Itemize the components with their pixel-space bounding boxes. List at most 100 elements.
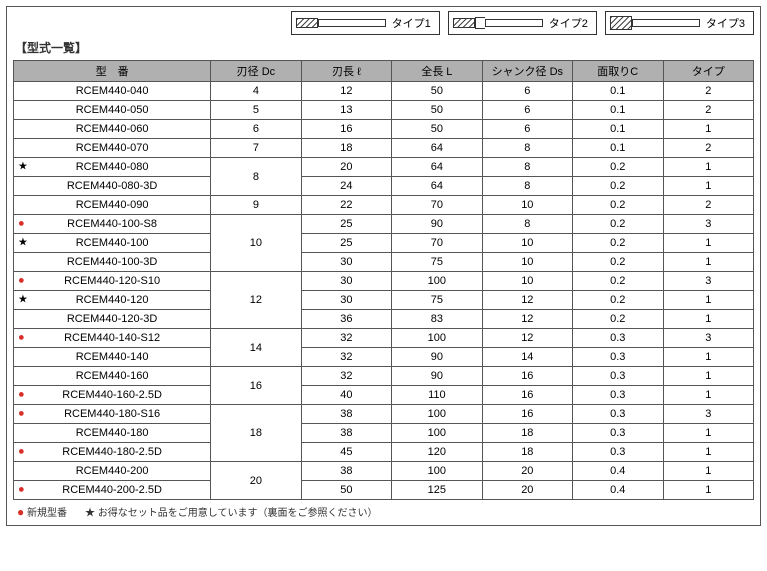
cell-ds: 20 (482, 462, 572, 481)
cell-model: ●RCEM440-200-2.5D (14, 481, 211, 500)
cell-c: 0.3 (573, 443, 663, 462)
cell-t: 2 (663, 196, 753, 215)
cell-L: 70 (392, 234, 482, 253)
cell-L: 90 (392, 348, 482, 367)
cell-l: 36 (301, 310, 391, 329)
cell-l: 32 (301, 348, 391, 367)
cell-t: 1 (663, 253, 753, 272)
cell-ds: 10 (482, 234, 572, 253)
cell-t: 2 (663, 82, 753, 101)
table-row: RCEM440-080-3D246480.21 (14, 177, 754, 196)
model-text: RCEM440-140 (76, 351, 149, 363)
type-draw-2 (453, 16, 543, 30)
cell-l: 40 (301, 386, 391, 405)
model-text: RCEM440-120-S10 (64, 275, 160, 287)
cell-ds: 18 (482, 443, 572, 462)
type-draw-3 (610, 16, 700, 30)
footnote-new: ● 新規型番 (17, 504, 67, 519)
cell-ds: 14 (482, 348, 572, 367)
cell-l: 20 (301, 158, 391, 177)
mark-star: ★ (18, 162, 28, 173)
cell-l: 30 (301, 253, 391, 272)
cell-L: 83 (392, 310, 482, 329)
cell-L: 100 (392, 424, 482, 443)
cell-l: 38 (301, 462, 391, 481)
cell-l: 12 (301, 82, 391, 101)
cell-model: ●RCEM440-100-S8 (14, 215, 211, 234)
cell-L: 100 (392, 462, 482, 481)
cell-l: 30 (301, 272, 391, 291)
table-head: 型 番 刃径 Dc 刃長 ℓ 全長 L シャンク径 Ds 面取りC タイプ (14, 61, 754, 82)
cell-L: 75 (392, 291, 482, 310)
footnote: ● 新規型番 ★ お得なセット品をご用意しています（裏面をご参照ください） (13, 504, 754, 519)
cell-c: 0.2 (573, 215, 663, 234)
cell-L: 125 (392, 481, 482, 500)
cell-model: RCEM440-120-3D (14, 310, 211, 329)
table-row: ●RCEM440-140-S121432100120.33 (14, 329, 754, 348)
cell-dc: 5 (211, 101, 301, 120)
cell-dc: 10 (211, 215, 301, 272)
cell-dc: 9 (211, 196, 301, 215)
table-row: ★RCEM440-1002570100.21 (14, 234, 754, 253)
mark-star: ★ (18, 238, 28, 249)
cell-c: 0.3 (573, 405, 663, 424)
table-row: RCEM440-18038100180.31 (14, 424, 754, 443)
th-c: 面取りC (573, 61, 663, 82)
footnote-set: ★ お得なセット品をご用意しています（裏面をご参照ください） (85, 504, 377, 519)
th-dc: 刃径 Dc (211, 61, 301, 82)
cell-c: 0.1 (573, 101, 663, 120)
cell-model: RCEM440-050 (14, 101, 211, 120)
cell-l: 38 (301, 424, 391, 443)
cell-dc: 7 (211, 139, 301, 158)
table-row: RCEM440-0606165060.11 (14, 120, 754, 139)
model-text: RCEM440-140-S12 (64, 332, 160, 344)
model-text: RCEM440-200-2.5D (62, 484, 162, 496)
table-row: ●RCEM440-100-S810259080.23 (14, 215, 754, 234)
cell-L: 70 (392, 196, 482, 215)
cell-L: 100 (392, 272, 482, 291)
table-row: RCEM440-1403290140.31 (14, 348, 754, 367)
cell-model: ●RCEM440-120-S10 (14, 272, 211, 291)
cell-l: 16 (301, 120, 391, 139)
cell-l: 18 (301, 139, 391, 158)
cell-ds: 16 (482, 405, 572, 424)
cell-l: 30 (301, 291, 391, 310)
type-box-2: タイプ2 (448, 11, 597, 35)
table-row: ●RCEM440-180-2.5D45120180.31 (14, 443, 754, 462)
th-t: タイプ (663, 61, 753, 82)
cell-L: 50 (392, 101, 482, 120)
th-model: 型 番 (14, 61, 211, 82)
cell-L: 64 (392, 177, 482, 196)
table-row: RCEM440-09092270100.22 (14, 196, 754, 215)
cell-model: RCEM440-160 (14, 367, 211, 386)
cell-t: 3 (663, 272, 753, 291)
cell-ds: 20 (482, 481, 572, 500)
cell-c: 0.3 (573, 424, 663, 443)
cell-model: RCEM440-040 (14, 82, 211, 101)
table-row: RCEM440-0707186480.12 (14, 139, 754, 158)
model-text: RCEM440-200 (76, 465, 149, 477)
cell-t: 3 (663, 329, 753, 348)
cell-c: 0.2 (573, 253, 663, 272)
cell-L: 100 (392, 329, 482, 348)
cell-t: 3 (663, 405, 753, 424)
cell-L: 75 (392, 253, 482, 272)
model-text: RCEM440-100 (76, 237, 149, 249)
model-text: RCEM440-050 (76, 104, 149, 116)
cell-model: ●RCEM440-180-2.5D (14, 443, 211, 462)
cell-dc: 6 (211, 120, 301, 139)
cell-model: RCEM440-080-3D (14, 177, 211, 196)
mark-red-dot: ● (18, 390, 25, 401)
table-row: ★RCEM440-0808206480.21 (14, 158, 754, 177)
cell-c: 0.4 (573, 481, 663, 500)
cell-ds: 10 (482, 253, 572, 272)
table-row: RCEM440-100-3D3075100.21 (14, 253, 754, 272)
cell-dc: 16 (211, 367, 301, 405)
cell-model: ★RCEM440-120 (14, 291, 211, 310)
cell-model: RCEM440-200 (14, 462, 211, 481)
cell-t: 1 (663, 443, 753, 462)
model-text: RCEM440-100-S8 (67, 218, 157, 230)
cell-t: 1 (663, 120, 753, 139)
cell-ds: 6 (482, 120, 572, 139)
cell-c: 0.4 (573, 462, 663, 481)
